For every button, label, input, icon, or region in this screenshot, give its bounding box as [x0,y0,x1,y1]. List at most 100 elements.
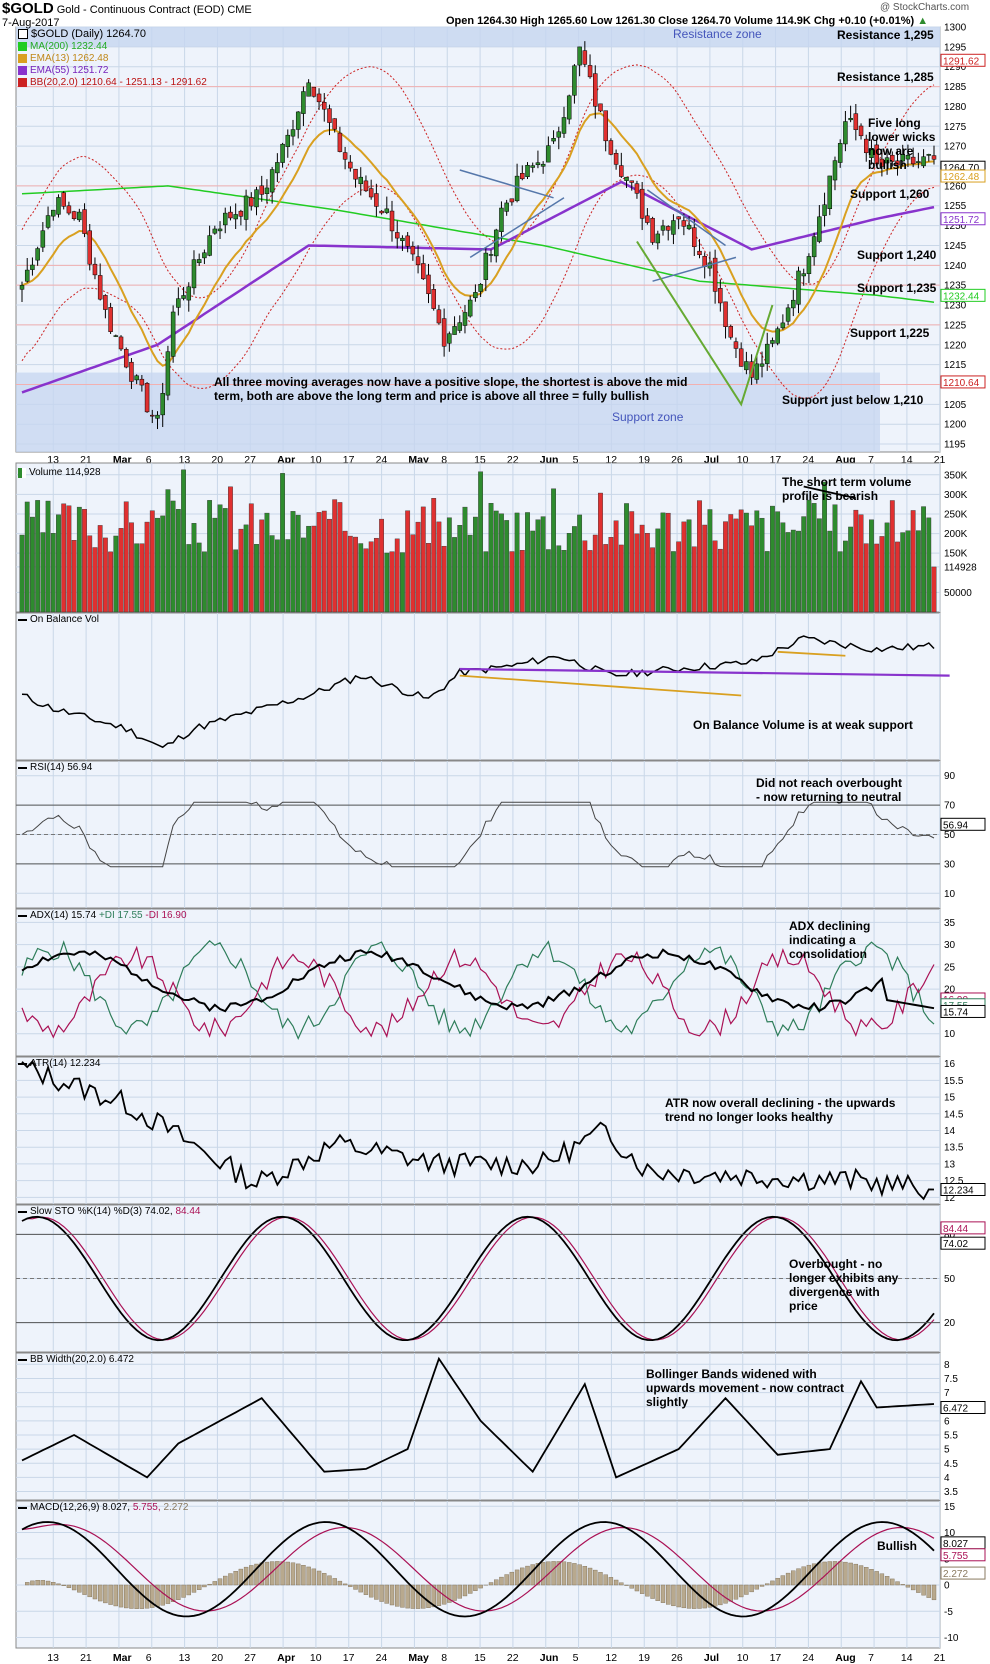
candle-body [82,209,87,234]
volume-bar [556,545,562,613]
macd-histogram-bar [368,1584,374,1598]
line-swatch-icon [18,54,27,63]
candle-body [754,363,760,380]
candle-body [858,125,864,137]
macd-histogram-bar [879,1573,885,1586]
macd-histogram-bar [832,1561,838,1586]
volume-bar [347,535,353,613]
instrument-name: Gold - Continuous Contract (EOD) [56,4,225,16]
candle-body [712,257,718,292]
x-axis-label: 22 [507,454,519,466]
atr-panel-axis-tick-label: 16 [944,1059,956,1070]
candle-body [457,322,463,331]
macd-histogram-bar [650,1584,655,1599]
volume-tick-label: 300K [944,490,968,501]
macd-histogram-bar [87,1584,92,1598]
volume-bar [280,473,285,613]
watermark: @ StockCharts.com [880,2,970,13]
x-axis-label-bottom: 27 [244,1652,256,1664]
volume-bar [493,510,499,613]
candle-body [650,218,655,243]
macd-histogram-bar [676,1584,681,1608]
candle-body [791,299,796,309]
candle-body [759,363,765,367]
x-axis-label-bottom: Jun [540,1652,559,1664]
macd-histogram-bar [457,1584,462,1599]
volume-bar [910,510,916,613]
candle-body [384,208,390,213]
atr-panel-axis-tick-label: 15 [944,1093,956,1104]
volume-bar [895,541,900,613]
macd-histogram-bar [827,1561,832,1586]
volume-bar [535,519,541,613]
candle-body [884,157,890,164]
volume-bar [915,530,921,613]
candle-body [92,263,98,276]
macd-histogram-bar [40,1580,46,1586]
candle-body [379,210,384,214]
macd-histogram-bar [322,1573,327,1586]
volume-bar [514,512,520,613]
volume-bar [306,525,312,613]
macd-histogram-bar [124,1584,129,1609]
volume-bar [801,516,807,613]
candle-body [275,162,280,174]
volume-bar [452,537,457,613]
x-axis-label-bottom: 17 [343,1652,355,1664]
candle-body [744,361,749,371]
candle-body [535,162,541,166]
macd-histogram-bar [296,1563,301,1586]
price-legend-title: $GOLD (Daily) 1264.70 [18,28,146,40]
volume-bar [405,510,411,613]
x-axis-label-bottom: 19 [638,1652,650,1664]
candle-body [738,348,744,367]
macd-histogram-bar [895,1581,900,1586]
volume-bar [165,489,171,613]
volume-bar [592,534,598,613]
x-axis-label-bottom: 13 [179,1652,191,1664]
macd-histogram-bar [848,1562,853,1586]
candle-body [603,110,608,142]
bbw-panel-background [15,1352,941,1501]
volume-bar [446,517,452,613]
macd-histogram-bar [337,1580,343,1586]
macd-histogram-bar [108,1584,113,1605]
candle-body [202,252,207,259]
candle-body [504,202,509,212]
candle-body [645,215,650,223]
candle-body [113,335,119,337]
x-axis-label-bottom: 21 [80,1652,92,1664]
macd-histogram-bar [723,1584,728,1604]
sto-last-label: 84.44 [943,1224,968,1235]
candle-body [582,50,588,65]
volume-bar [30,516,35,613]
candle-body [770,340,775,344]
candle-body [660,225,666,231]
macd-panel-background [15,1500,941,1649]
candle-body [639,188,645,219]
bbw-panel-axis-tick-label: 7 [944,1388,950,1399]
candle-body [566,95,572,120]
macd-histogram [25,1561,937,1609]
candle-body [405,235,410,247]
volume-bar [665,512,671,613]
rsi-panel-axis-tick-label: 10 [944,889,956,900]
candle-body [796,270,801,305]
volume-bar [822,481,827,613]
candle-body [249,197,254,207]
volume-tick-label: 114928 [944,562,977,573]
bbw-legend: BB Width(20,2.0) 6.472 [18,1354,134,1365]
candle-body [222,212,228,226]
candle-body [426,274,431,295]
candle-body [629,180,634,183]
macd-histogram-bar [775,1577,780,1586]
volume-bar [816,518,822,613]
candle-body [692,227,697,247]
macd-histogram-bar [514,1569,520,1586]
volume-bar [243,524,249,613]
volume-bar [228,486,233,613]
volume-bar [285,539,291,613]
price-axis-tick-label: 1245 [944,241,967,252]
macd-histogram-bar [467,1584,473,1594]
candle-body [634,183,640,194]
